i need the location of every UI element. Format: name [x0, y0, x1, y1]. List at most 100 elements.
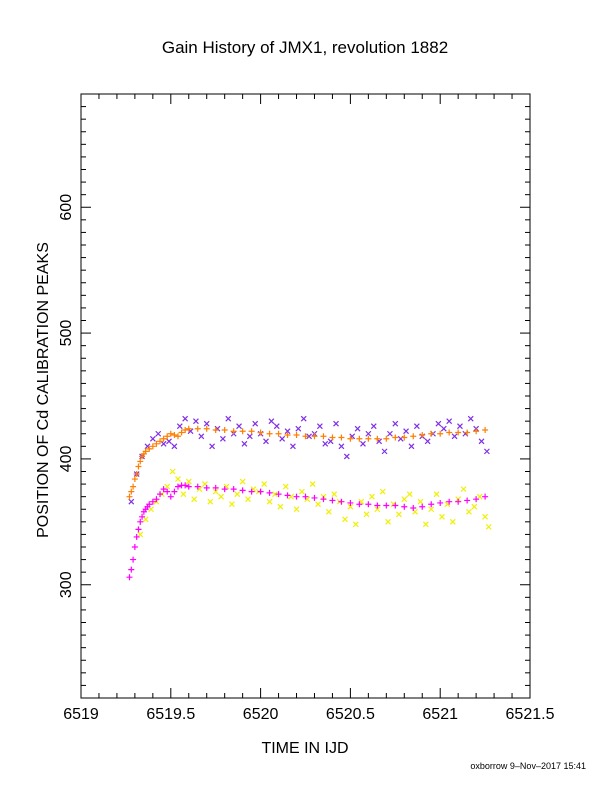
series-2: [126, 425, 489, 500]
data-point: [410, 504, 417, 511]
data-point: [395, 511, 402, 518]
series-3: [126, 482, 489, 581]
data-point: [464, 429, 471, 436]
data-point: [272, 491, 278, 498]
data-point: [478, 438, 485, 445]
data-point: [146, 445, 153, 452]
data-point: [252, 420, 259, 427]
data-point: [257, 429, 264, 436]
data-point: [347, 503, 354, 510]
data-point: [302, 493, 309, 500]
data-point: [185, 478, 192, 485]
data-point: [306, 433, 313, 440]
data-point: [203, 420, 210, 427]
data-point: [435, 420, 442, 427]
chart-title: Gain History of JMX1, revolution 1882: [162, 38, 448, 57]
data-point: [178, 429, 185, 436]
data-point: [311, 494, 318, 501]
data-point: [194, 425, 201, 432]
data-point: [343, 453, 350, 460]
data-point: [209, 443, 216, 450]
data-point: [311, 433, 318, 440]
data-point: [155, 430, 162, 437]
data-points: [126, 415, 492, 581]
data-point: [175, 476, 181, 482]
data-point: [379, 488, 386, 495]
data-point: [356, 501, 363, 508]
data-point: [295, 425, 302, 432]
data-point: [149, 443, 156, 450]
data-point: [261, 481, 268, 488]
data-point: [157, 438, 164, 445]
data-point: [338, 434, 345, 441]
data-point: [449, 518, 456, 525]
data-point: [239, 428, 246, 435]
data-point: [300, 415, 307, 422]
y-tick-label: 500: [58, 320, 75, 347]
data-point: [182, 482, 189, 489]
data-point: [483, 448, 490, 455]
data-point: [273, 423, 280, 430]
data-point: [171, 432, 178, 439]
data-point: [180, 491, 187, 498]
data-point: [482, 513, 489, 520]
data-point: [166, 438, 172, 445]
x-tick-labels: 6519 6519.5 6520 6520.5 6521 6521.5: [63, 706, 554, 723]
data-point: [338, 443, 345, 450]
data-point: [167, 493, 174, 500]
data-point: [381, 448, 388, 455]
data-point: [320, 496, 327, 503]
data-point: [248, 428, 255, 435]
data-point: [191, 496, 198, 503]
data-point: [239, 478, 246, 485]
data-point: [160, 435, 167, 442]
data-point: [433, 491, 440, 498]
data-point: [471, 503, 478, 510]
data-point: [354, 425, 361, 432]
data-point: [406, 491, 413, 498]
data-point: [455, 429, 462, 436]
data-point: [164, 433, 171, 440]
data-point: [347, 435, 354, 442]
data-point: [228, 501, 235, 508]
data-point: [369, 493, 375, 500]
data-point: [417, 498, 424, 505]
data-point: [309, 481, 316, 488]
data-point: [451, 433, 458, 440]
data-point: [437, 499, 444, 506]
data-point: [182, 415, 189, 422]
data-point: [370, 423, 377, 430]
data-point: [130, 483, 137, 490]
data-point: [275, 491, 282, 498]
data-point: [236, 423, 242, 430]
plot-frame: [80, 93, 531, 699]
data-point: [153, 496, 160, 503]
data-point: [207, 498, 214, 505]
data-point: [164, 483, 171, 490]
data-point: [266, 498, 273, 505]
data-point: [408, 443, 415, 450]
data-point: [322, 440, 329, 447]
data-point: [284, 492, 291, 499]
data-point: [266, 430, 273, 437]
data-point: [248, 488, 255, 495]
data-point: [221, 426, 228, 433]
data-point: [219, 435, 226, 442]
data-point: [446, 429, 453, 436]
data-point: [464, 497, 471, 504]
data-point: [182, 426, 189, 433]
data-point: [439, 513, 445, 520]
data-point: [365, 430, 372, 437]
data-point: [482, 493, 489, 500]
data-point: [342, 516, 348, 523]
data-point: [164, 488, 171, 495]
data-point: [239, 487, 246, 494]
data-point: [126, 493, 133, 500]
data-point: [212, 484, 219, 491]
data-point: [212, 426, 219, 433]
data-point: [157, 491, 164, 498]
data-point: [356, 435, 363, 442]
data-point: [171, 443, 178, 450]
data-point: [142, 516, 149, 523]
